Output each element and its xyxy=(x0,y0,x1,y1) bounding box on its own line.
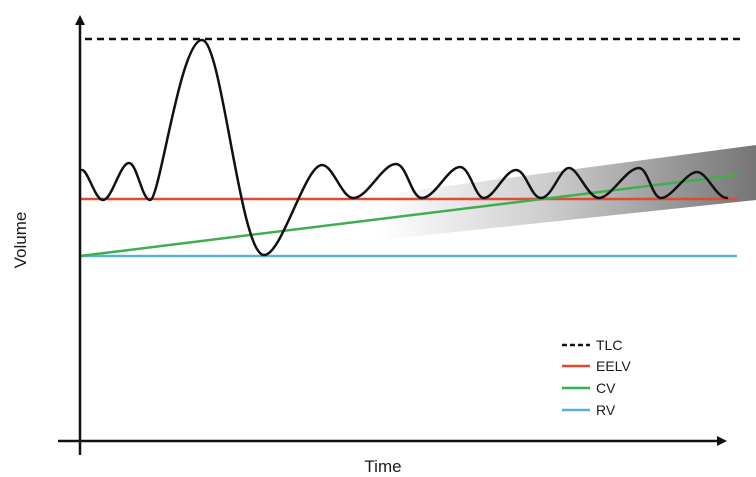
legend-item-rv: RV xyxy=(562,402,616,418)
y-axis-label: Volume xyxy=(11,212,30,269)
legend-label-tlc: TLC xyxy=(596,337,622,353)
legend-label-rv: RV xyxy=(596,402,616,418)
cv-line xyxy=(79,173,738,258)
legend-item-eelv: EELV xyxy=(562,358,631,374)
legend-label-eelv: EELV xyxy=(596,358,631,374)
closing-volume-shade xyxy=(380,145,756,240)
legend-item-tlc: TLC xyxy=(562,337,622,353)
legend-item-cv: CV xyxy=(562,380,616,396)
x-axis-label: Time xyxy=(364,457,401,476)
legend-label-cv: CV xyxy=(596,380,616,396)
legend: TLC EELV CV RV xyxy=(562,337,631,418)
volume-trace xyxy=(80,38,729,257)
